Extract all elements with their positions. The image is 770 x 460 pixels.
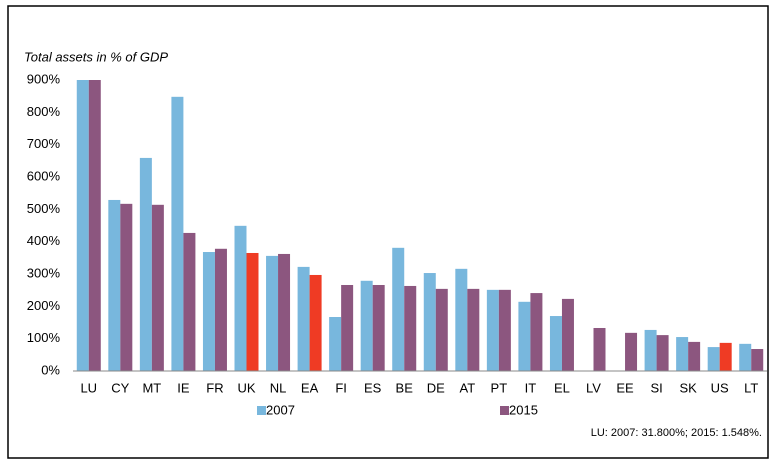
y-tick-label: 0% [41, 362, 60, 377]
bar [266, 255, 279, 371]
bar [329, 317, 342, 371]
bar [625, 332, 638, 371]
x-tick-label: PT [491, 380, 508, 395]
x-tick-label: MT [142, 380, 161, 395]
frame [7, 5, 769, 459]
bar [139, 157, 152, 371]
bar [372, 284, 385, 371]
bar [593, 327, 606, 371]
bar [719, 342, 732, 371]
bar [688, 341, 701, 371]
x-tick-label: DE [427, 380, 445, 395]
x-tick-label: BE [396, 380, 414, 395]
y-tick-label: 100% [27, 330, 61, 345]
bar [88, 80, 101, 371]
x-tick-label: IT [525, 380, 537, 395]
bar [455, 268, 468, 371]
x-tick-label: EE [616, 380, 634, 395]
bar [297, 266, 310, 371]
bar [76, 80, 89, 371]
x-tick-label: FI [335, 380, 347, 395]
bar [486, 289, 499, 371]
bar [498, 289, 511, 371]
x-tick-label: UK [237, 380, 255, 395]
bar [202, 252, 215, 371]
x-tick-label: ES [364, 380, 382, 395]
x-tick-label: SI [650, 380, 662, 395]
x-tick-label: AT [459, 380, 475, 395]
bar [423, 273, 436, 371]
bar [183, 232, 196, 371]
y-tick-label: 700% [27, 136, 61, 151]
bar [549, 316, 562, 371]
x-tick-label: LT [744, 380, 758, 395]
bar [656, 335, 669, 371]
bar [751, 349, 764, 371]
bar [530, 293, 543, 371]
legend-label: 2007 [266, 402, 295, 417]
bar [278, 253, 291, 371]
x-tick-label: SK [679, 380, 697, 395]
bar [120, 203, 133, 371]
bar [467, 288, 480, 371]
y-tick-label: 400% [27, 233, 61, 248]
bar [309, 274, 322, 371]
bar [341, 284, 354, 371]
y-tick-label: 600% [27, 168, 61, 183]
bar [151, 204, 164, 371]
x-tick-label: FR [206, 380, 223, 395]
bar [739, 343, 752, 371]
bar [707, 347, 720, 371]
bar [214, 248, 227, 371]
bar [108, 199, 121, 371]
bar [676, 337, 689, 371]
legend-swatch [500, 406, 509, 415]
y-tick-label: 300% [27, 265, 61, 280]
note: LU: 2007: 31.800%; 2015: 1.548%. [591, 427, 762, 439]
bar [392, 247, 405, 371]
x-tick-label: LU [80, 380, 97, 395]
x-tick-label: US [711, 380, 729, 395]
y-axis-title: Total assets in % of GDP [24, 49, 168, 64]
x-tick-label: EA [301, 380, 319, 395]
y-tick-label: 800% [27, 104, 61, 119]
bar [404, 285, 417, 371]
legend-swatch [257, 406, 266, 415]
bar [435, 288, 448, 371]
bar [360, 280, 373, 371]
legend-label: 2015 [509, 402, 538, 417]
bar [171, 96, 184, 372]
y-tick-label: 200% [27, 298, 61, 313]
x-tick-label: EL [554, 380, 570, 395]
x-tick-label: LV [586, 380, 601, 395]
bar [644, 329, 657, 371]
x-tick-label: IE [177, 380, 190, 395]
bar [234, 225, 247, 371]
x-tick-label: NL [270, 380, 287, 395]
y-tick-label: 900% [27, 71, 61, 86]
bar [518, 301, 531, 371]
x-tick-label: CY [111, 380, 129, 395]
bar [561, 298, 574, 371]
y-tick-label: 500% [27, 201, 61, 216]
bar [246, 252, 259, 371]
